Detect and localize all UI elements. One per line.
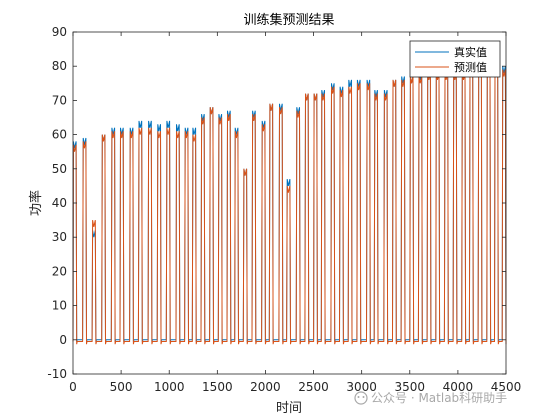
tick-layer: 0 500 1000 1500 2000 2500 3000 3500 4000 4500-100… <box>47 25 521 394</box>
x-tick-label: 2000 <box>250 380 281 394</box>
y-tick-label: 70 <box>52 93 67 107</box>
wechat-icon <box>354 391 368 405</box>
series-layer <box>72 66 507 345</box>
y-tick-label: 90 <box>52 25 67 39</box>
y-tick-label: 60 <box>52 128 67 142</box>
x-tick-label: 3500 <box>395 380 426 394</box>
y-tick-label: 80 <box>52 59 67 73</box>
watermark: 公众号 · Matlab科研助手 <box>354 391 507 405</box>
y-axis-label: 功率 <box>28 190 44 216</box>
legend-label-pred: 预测值 <box>454 61 487 74</box>
series-line-pred <box>72 69 507 345</box>
legend-label-true: 真实值 <box>454 45 487 59</box>
x-tick-label: 4500 <box>491 380 522 394</box>
y-tick-label: 10 <box>52 299 67 313</box>
x-tick-label: 0 <box>69 380 77 394</box>
x-tick-label: 1000 <box>154 380 185 394</box>
y-tick-label: -10 <box>47 367 67 381</box>
y-tick-label: 30 <box>52 230 67 244</box>
watermark-text: 公众号 · Matlab科研助手 <box>371 391 507 405</box>
y-tick-label: 20 <box>52 264 67 278</box>
x-tick-label: 2500 <box>298 380 329 394</box>
y-tick-label: 40 <box>52 196 67 210</box>
y-tick-label: 0 <box>59 333 67 347</box>
x-axis-label: 时间 <box>276 401 302 416</box>
y-tick-label: 50 <box>52 162 67 176</box>
chart-title: 训练集预测结果 <box>243 12 334 28</box>
legend-box <box>409 40 501 78</box>
x-tick-label: 4000 <box>443 380 474 394</box>
wechat-icon-eye-right <box>362 396 365 398</box>
wechat-icon-eye-left <box>357 396 360 398</box>
x-tick-label: 1500 <box>202 380 233 394</box>
x-tick-label: 500 <box>110 380 133 394</box>
x-tick-label: 3000 <box>346 380 377 394</box>
legend: 真实值 预测值 <box>409 40 501 78</box>
